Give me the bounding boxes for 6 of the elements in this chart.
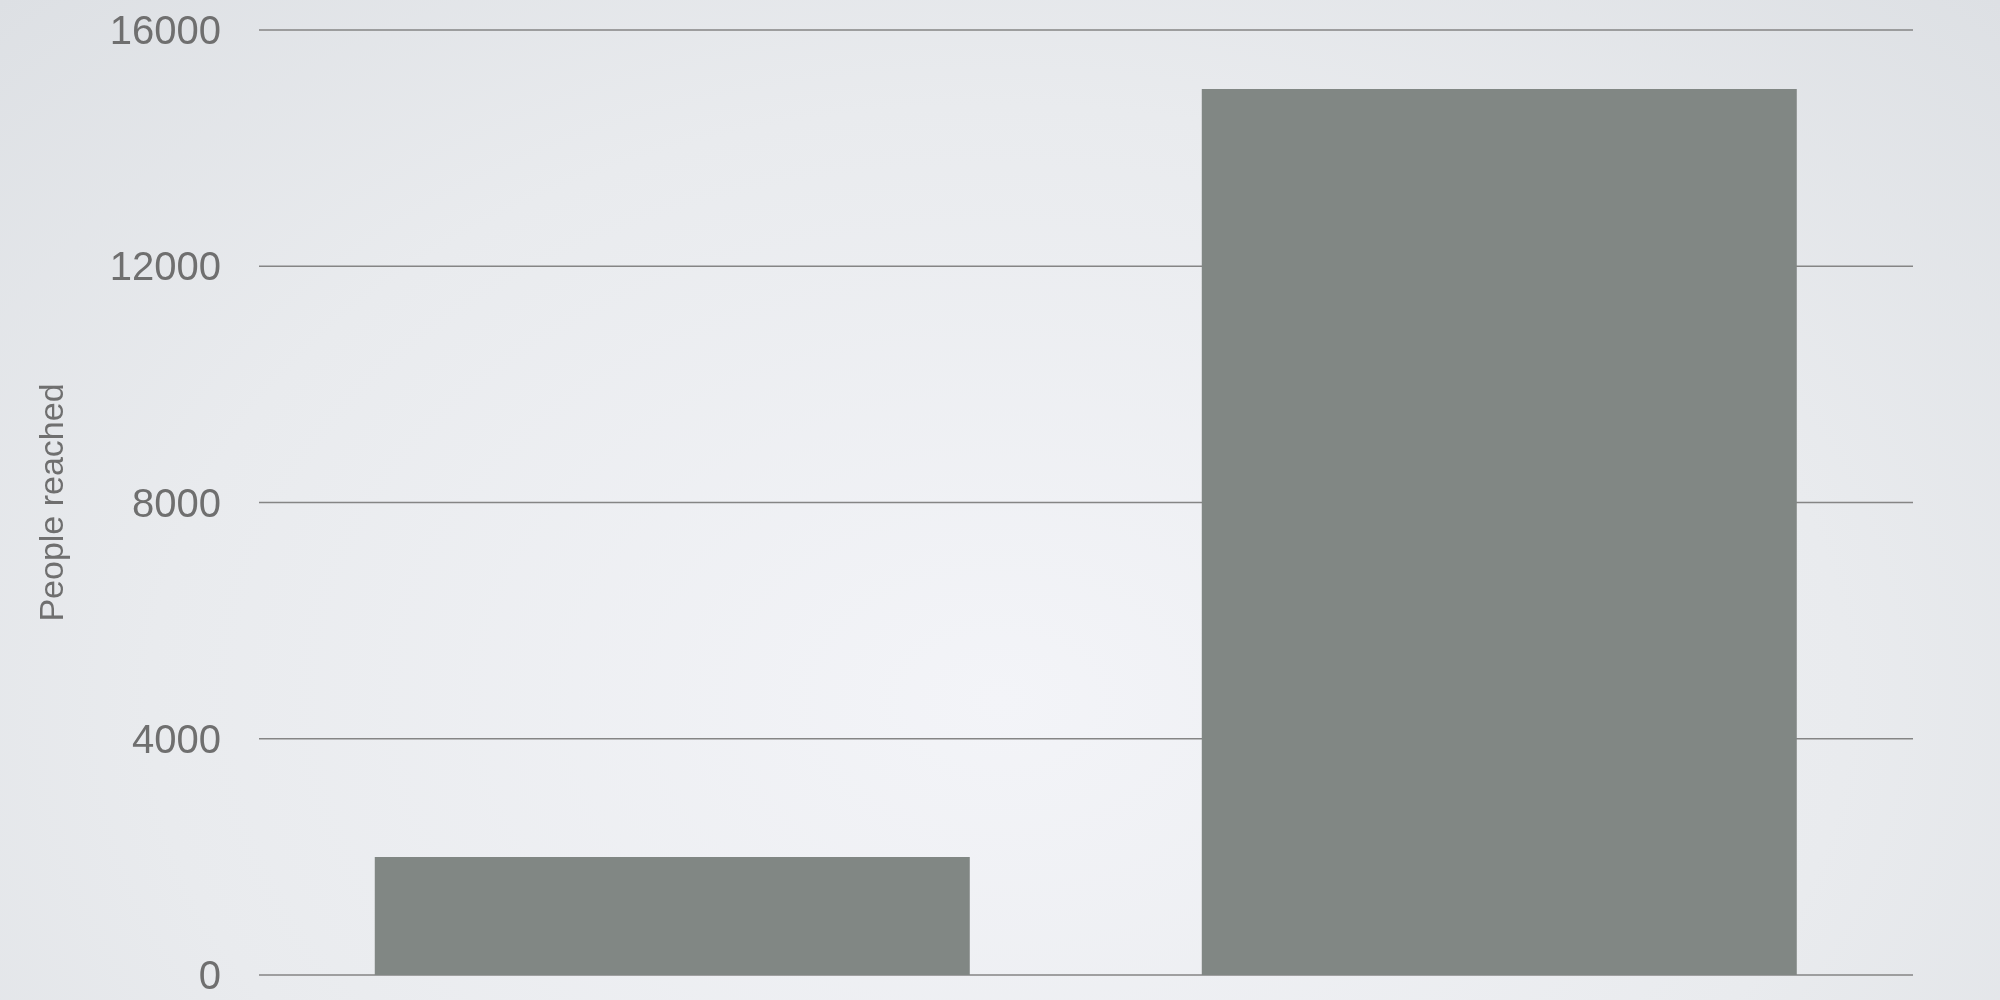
- y-tick-label: 0: [198, 953, 221, 998]
- y-tick-label: 4000: [132, 716, 221, 761]
- y-tick-label: 16000: [109, 8, 221, 53]
- y-tick-label: 8000: [132, 480, 221, 525]
- y-axis-title: People reached: [32, 383, 70, 622]
- y-tick-label: 12000: [109, 244, 221, 289]
